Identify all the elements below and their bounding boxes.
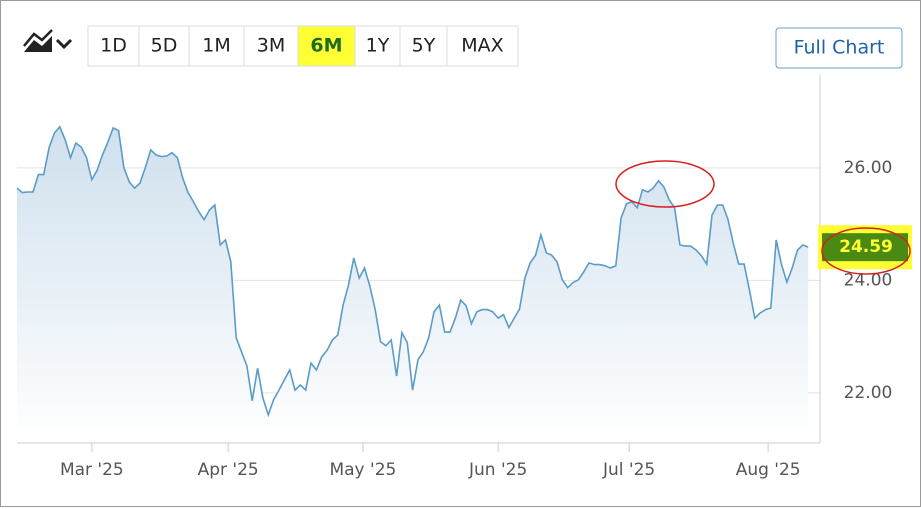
range-label: 6M	[310, 35, 342, 57]
range-label: MAX	[461, 35, 503, 57]
x-tick-label: Apr '25	[198, 460, 259, 480]
range-button[interactable]	[188, 25, 245, 67]
x-tick-label: Jul '25	[602, 460, 655, 480]
icon-caret	[55, 38, 73, 50]
range-button[interactable]	[243, 25, 299, 67]
range-label: 1M	[202, 35, 230, 57]
x-tick-label: Jun '25	[468, 460, 527, 480]
plot: 22.00 24.00 26.00 Mar '25 Apr '25 May '25 Jun …	[16, 75, 912, 480]
range-label: 5Y	[412, 35, 436, 57]
range-button[interactable]	[138, 25, 190, 67]
range-label: 1D	[100, 35, 127, 57]
x-tick-label: May '25	[329, 460, 396, 480]
range-label: 1Y	[366, 35, 390, 57]
range-button[interactable]	[87, 25, 140, 67]
x-tick-label: Mar '25	[60, 460, 124, 480]
range-label: 3M	[257, 35, 285, 57]
range-button[interactable]	[297, 25, 356, 67]
price-tag	[822, 233, 908, 262]
range-button[interactable]	[446, 25, 519, 67]
range-selector: 1D 5D 1M 3M 6M 1Y 5Y MAX	[87, 25, 519, 67]
range-button[interactable]	[399, 25, 448, 67]
annotation-circle	[821, 227, 911, 275]
chart-type-icon[interactable]	[23, 29, 73, 52]
y-tick-label: 26.00	[844, 158, 893, 178]
annotation-circle	[615, 160, 715, 208]
y-tick-label: 22.00	[844, 383, 893, 403]
price-tag-label: 24.59	[839, 237, 893, 257]
x-tick-label: Aug '25	[736, 460, 801, 480]
price-line	[16, 125, 809, 418]
range-label: 5D	[151, 35, 178, 57]
y-tick-label: 24.00	[844, 270, 893, 290]
full-chart-button[interactable]	[775, 27, 903, 69]
full-chart-label: Full Chart	[794, 37, 885, 59]
icon-area	[24, 36, 52, 52]
icon-line	[23, 29, 53, 47]
